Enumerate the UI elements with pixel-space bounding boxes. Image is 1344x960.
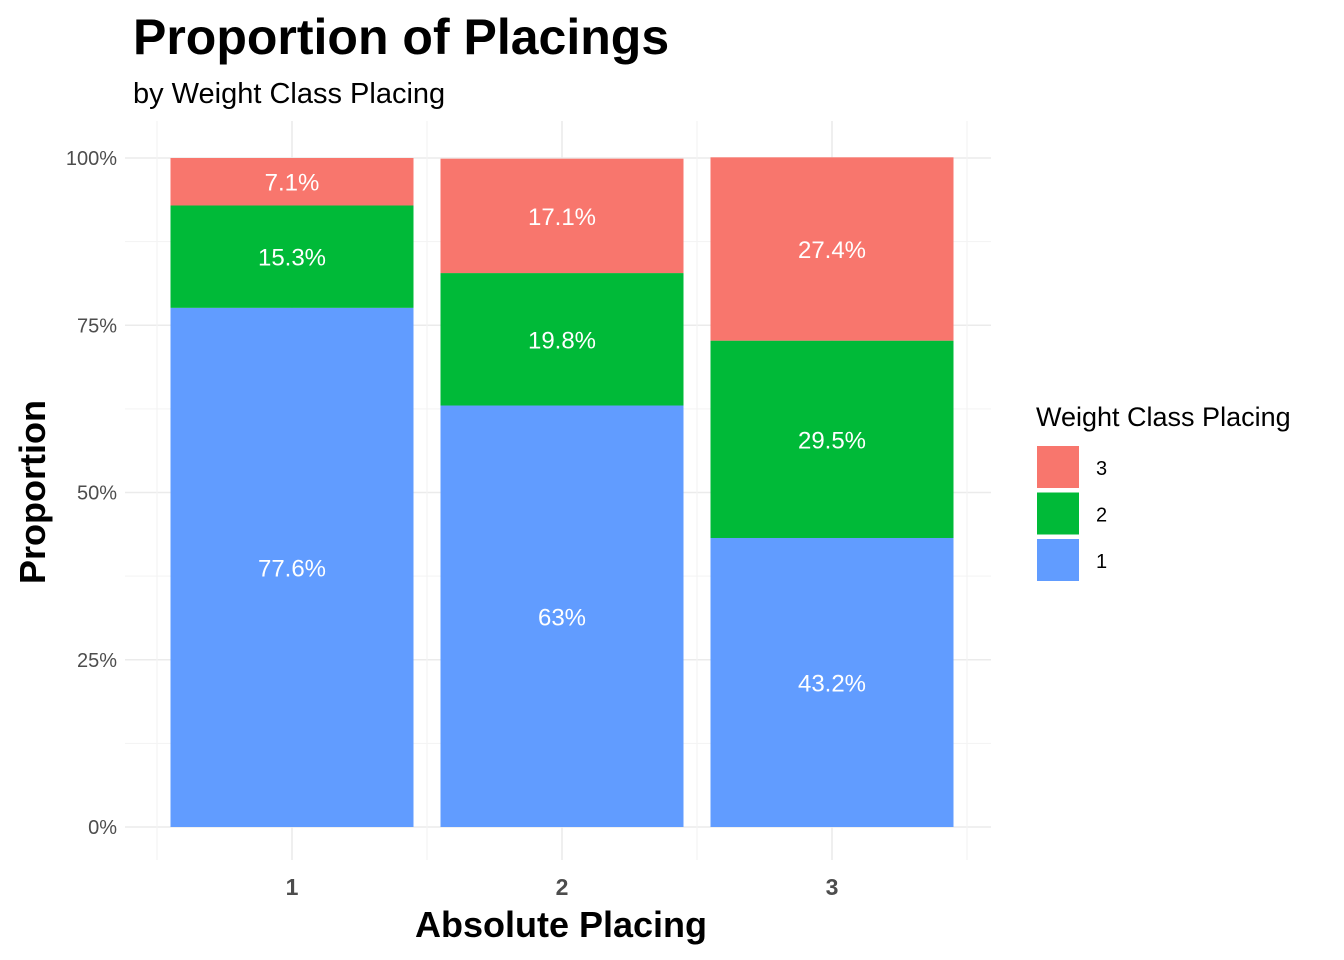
legend-swatch — [1037, 539, 1079, 581]
data-label: 15.3% — [258, 245, 326, 272]
data-label: 29.5% — [798, 427, 866, 454]
x-axis-ticks: 1 2 3 — [286, 874, 839, 900]
x-tick-label: 1 — [286, 874, 299, 900]
bar-segment-cat2-series1 — [440, 405, 684, 827]
bar-segment-cat1-series3 — [170, 158, 414, 206]
legend-items: 3 2 1 — [1037, 446, 1107, 581]
data-label: 77.6% — [258, 555, 326, 582]
bar-labels: 77.6% 15.3% 7.1% 63% 19.8% 17.1% 43.2% 29.5% 27.… — [258, 170, 866, 698]
legend-label: 2 — [1096, 505, 1107, 527]
legend-title: Weight Class Placing — [1036, 402, 1291, 432]
bar-segment-cat2-series2 — [440, 273, 684, 406]
y-axis-ticks: 0% 25% 50% 75% 100% — [66, 148, 117, 839]
data-label: 43.2% — [798, 670, 866, 697]
legend-label: 3 — [1096, 458, 1107, 480]
x-tick-label: 3 — [826, 874, 839, 900]
legend-swatch — [1037, 446, 1079, 488]
data-label: 19.8% — [528, 327, 596, 354]
y-tick-label: 25% — [77, 650, 117, 672]
legend: Weight Class Placing 3 2 1 — [1036, 402, 1291, 581]
legend-label: 1 — [1096, 551, 1107, 573]
data-label: 63% — [538, 604, 586, 631]
legend-swatch — [1037, 492, 1079, 535]
chart-title: Proportion of Placings — [133, 9, 669, 65]
data-label: 17.1% — [528, 204, 596, 231]
data-label: 27.4% — [798, 237, 866, 264]
y-tick-label: 100% — [66, 148, 117, 170]
x-axis-title: Absolute Placing — [415, 904, 707, 945]
bar-segment-cat3-series2 — [710, 340, 954, 538]
data-label: 7.1% — [265, 170, 320, 197]
bar-segment-cat3-series1 — [710, 537, 954, 827]
bar-segment-cat1-series2 — [170, 205, 414, 308]
y-tick-label: 50% — [77, 483, 117, 505]
bars — [170, 157, 954, 828]
bar-segment-cat3-series3 — [710, 157, 954, 341]
y-tick-label: 75% — [77, 315, 117, 337]
y-axis-title: Proportion — [12, 400, 53, 584]
y-tick-label: 0% — [88, 817, 117, 839]
chart-subtitle: by Weight Class Placing — [133, 78, 445, 110]
bar-segment-cat2-series3 — [440, 158, 684, 274]
bar-segment-cat1-series1 — [170, 307, 414, 828]
x-tick-label: 2 — [556, 874, 569, 900]
